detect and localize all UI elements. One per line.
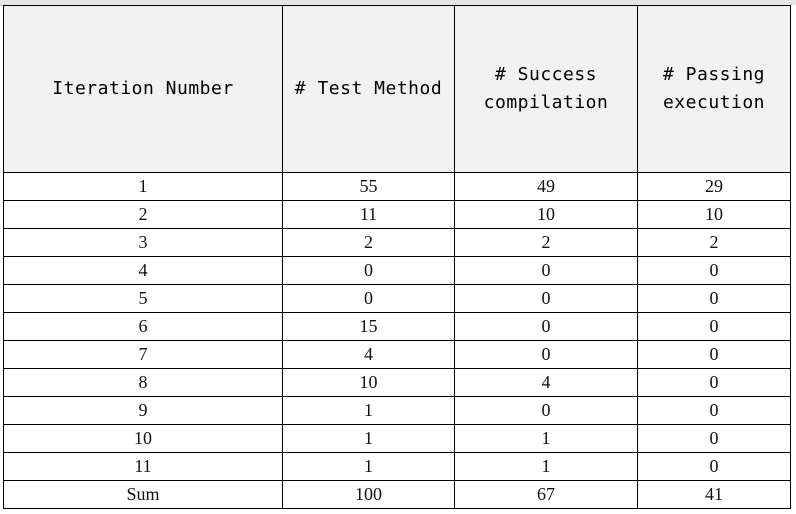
table-cell[interactable]: 0 [637, 312, 791, 341]
table-cell[interactable]: 1 [282, 452, 455, 481]
table-cell[interactable]: 10 [454, 200, 638, 229]
table-row: 6 15 0 0 [3, 312, 791, 341]
table-cell[interactable]: 0 [454, 396, 638, 425]
table-cell[interactable]: 10 [282, 368, 455, 397]
table-row: 1 55 49 29 [3, 172, 791, 201]
table-cell[interactable]: 29 [637, 172, 791, 201]
header-cell-iteration-number[interactable]: Iteration Number [3, 5, 283, 173]
table-cell[interactable]: 11 [282, 200, 455, 229]
table-cell[interactable]: 0 [637, 368, 791, 397]
table-cell[interactable]: 4 [282, 340, 455, 369]
table-cell[interactable]: 7 [3, 340, 283, 369]
table-cell[interactable]: 0 [454, 284, 638, 313]
table-cell[interactable]: 0 [282, 256, 455, 285]
header-cell-passing-execution[interactable]: # Passing execution [637, 5, 791, 173]
header-cell-success-compilation[interactable]: # Success compilation [454, 5, 638, 173]
table-cell[interactable]: 1 [282, 396, 455, 425]
table-cell[interactable]: 11 [3, 452, 283, 481]
table-cell[interactable]: 15 [282, 312, 455, 341]
table-cell[interactable]: 10 [637, 200, 791, 229]
table-cell[interactable]: 0 [637, 452, 791, 481]
header-row: Iteration Number # Test Method # Success… [3, 5, 791, 173]
table-row: 2 11 10 10 [3, 200, 791, 229]
table-cell[interactable]: 41 [637, 480, 791, 509]
table-cell[interactable]: 0 [637, 256, 791, 285]
table-cell[interactable]: 1 [282, 424, 455, 453]
table-row: 8 10 4 0 [3, 368, 791, 397]
table-cell[interactable]: 2 [637, 228, 791, 257]
table-cell[interactable]: 4 [454, 368, 638, 397]
results-table: Iteration Number # Test Method # Success… [3, 5, 791, 509]
table-cell[interactable]: 49 [454, 172, 638, 201]
header-text: # Test Method [294, 78, 443, 99]
table-cell[interactable]: 5 [3, 284, 283, 313]
table-cell[interactable]: 67 [454, 480, 638, 509]
table-cell[interactable]: 2 [3, 200, 283, 229]
header-text: Iteration Number [52, 78, 234, 99]
table-row: 10 1 1 0 [3, 424, 791, 453]
sheet-right-edge [791, 5, 796, 514]
table-cell[interactable]: 0 [637, 424, 791, 453]
table-cell[interactable]: 0 [454, 256, 638, 285]
table-cell[interactable]: 2 [282, 228, 455, 257]
table-cell[interactable]: 8 [3, 368, 283, 397]
header-cell-test-method[interactable]: # Test Method [282, 5, 455, 173]
table-cell[interactable]: 1 [3, 172, 283, 201]
table-cell[interactable]: 9 [3, 396, 283, 425]
header-text-line-2: execution [662, 92, 766, 113]
table-cell[interactable]: 0 [454, 340, 638, 369]
table-cell[interactable]: 2 [454, 228, 638, 257]
table-row: Sum 100 67 41 [3, 480, 791, 509]
table-cell[interactable]: Sum [3, 480, 283, 509]
table-cell[interactable]: 0 [637, 284, 791, 313]
header-text-line-2: compilation [483, 92, 609, 113]
table-cell[interactable]: 10 [3, 424, 283, 453]
header-text-line-1: # Passing [662, 64, 766, 85]
table-row: 11 1 1 0 [3, 452, 791, 481]
table-cell[interactable]: 6 [3, 312, 283, 341]
table-cell[interactable]: 0 [282, 284, 455, 313]
table-cell[interactable]: 0 [637, 340, 791, 369]
table-cell[interactable]: 1 [454, 452, 638, 481]
header-text-line-1: # Success [494, 64, 598, 85]
table-body: 1 55 49 29 2 11 10 10 3 2 2 2 4 0 0 0 5 0 0 0 6 15 0 0 7 4 0 0 8 10 4 0… [3, 172, 791, 509]
table-cell[interactable]: 100 [282, 480, 455, 509]
table-cell[interactable]: 1 [454, 424, 638, 453]
table-cell[interactable]: 0 [454, 312, 638, 341]
table-cell[interactable]: 4 [3, 256, 283, 285]
table-cell[interactable]: 55 [282, 172, 455, 201]
table-cell[interactable]: 3 [3, 228, 283, 257]
table-cell[interactable]: 0 [637, 396, 791, 425]
